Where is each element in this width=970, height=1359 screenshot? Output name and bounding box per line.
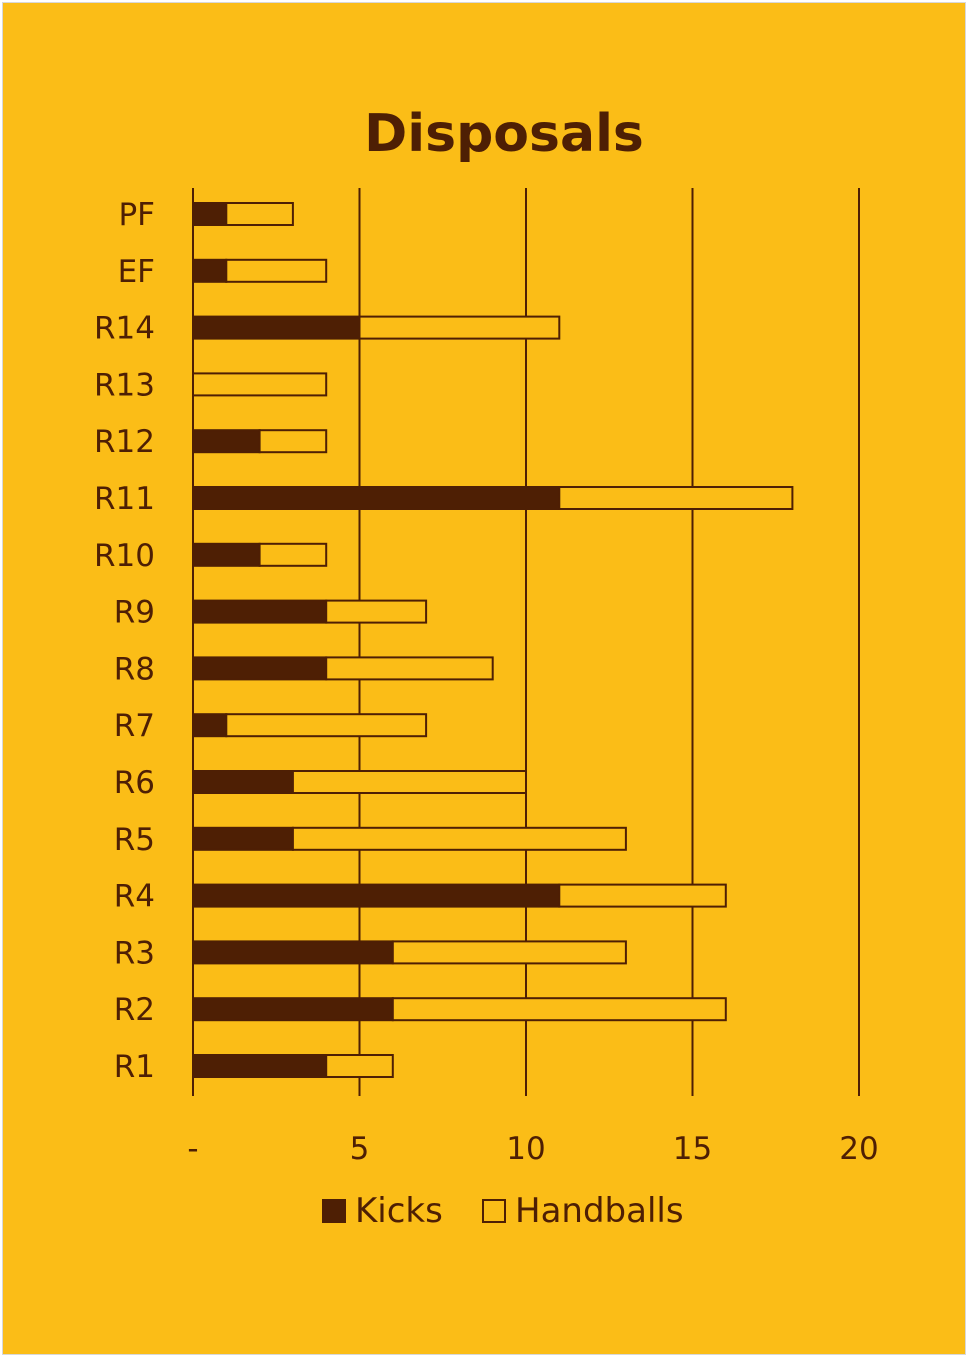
category-label-r12: R12: [94, 424, 155, 460]
legend-label-kicks: Kicks: [355, 1191, 443, 1231]
chart-title: Disposals: [364, 104, 644, 164]
bar-kicks-r9: [192, 599, 328, 624]
bar-kicks-r11: [192, 486, 561, 510]
bar-kicks-r12: [192, 429, 261, 454]
bar-kicks-r6: [192, 770, 294, 794]
bar-handballs-r8: [325, 656, 494, 681]
category-label-r5: R5: [114, 822, 155, 858]
bar-handballs-r9: [325, 599, 428, 624]
category-label-r1: R1: [114, 1049, 155, 1085]
category-label-r3: R3: [114, 935, 155, 971]
category-label-r10: R10: [94, 538, 155, 574]
category-label-r14: R14: [94, 311, 155, 347]
x-tick-label-2: 10: [506, 1131, 545, 1167]
bar-kicks-r5: [192, 826, 294, 851]
bar-handballs-r6: [291, 770, 527, 794]
category-label-r6: R6: [114, 765, 155, 801]
bar-kicks-r10: [192, 542, 261, 567]
category-labels: R1 R2 R3 R4 R5 R6 R7 R8 R9 R10 R11 R12 R13 R14 EF PF: [94, 197, 155, 1085]
bar-kicks-r7: [192, 713, 228, 738]
bar-kicks-r4: [192, 883, 561, 908]
bar-kicks-r8: [192, 656, 328, 681]
legend: Kicks Handballs: [322, 1191, 684, 1231]
category-label-r11: R11: [94, 481, 155, 517]
bar-kicks-r3: [192, 940, 394, 965]
bar-handballs-r1: [325, 1054, 394, 1078]
legend-swatch-kicks: [322, 1199, 346, 1223]
category-label-r13: R13: [94, 367, 155, 403]
bar-kicks-r1: [192, 1054, 328, 1078]
bar-handballs-r13: [192, 372, 328, 397]
category-label-pf: PF: [118, 197, 155, 233]
bar-kicks-r14: [192, 315, 361, 340]
category-label-r2: R2: [114, 992, 155, 1028]
bar-handballs-r14: [358, 315, 561, 340]
bar-kicks-ef: [192, 258, 228, 283]
bar-kicks-pf: [192, 202, 228, 226]
category-label-r8: R8: [114, 651, 155, 687]
category-label-r7: R7: [114, 708, 155, 744]
legend-swatch-handballs: [482, 1199, 506, 1223]
bar-handballs-r3: [391, 940, 627, 965]
x-tick-label-3: 15: [673, 1131, 712, 1167]
category-label-r4: R4: [114, 879, 155, 915]
x-tick-labels: - 5 10 15 20: [187, 1131, 878, 1167]
x-tick-label-4: 20: [839, 1131, 878, 1167]
x-tick-label-1: 5: [350, 1131, 370, 1167]
chart-svg: Disposals R1 R2 R3 R4 R5 R6 R7 R8 R9 R10 R11 R12 R13…: [94, 104, 879, 1231]
legend-label-handballs: Handballs: [515, 1191, 684, 1231]
bar-handballs-pf: [225, 202, 294, 226]
bar-handballs-r5: [291, 826, 627, 851]
bars: [192, 202, 794, 1078]
bar-kicks-r2: [192, 997, 394, 1022]
bar-handballs-r10: [258, 542, 328, 567]
bar-handballs-r2: [391, 997, 727, 1022]
category-label-r9: R9: [114, 595, 155, 631]
bar-handballs-r4: [558, 883, 727, 908]
bar-handballs-r11: [558, 486, 794, 510]
bar-handballs-r7: [225, 713, 428, 738]
bar-handballs-ef: [225, 258, 328, 283]
x-tick-label-0: -: [187, 1131, 198, 1167]
bar-handballs-r12: [258, 429, 328, 454]
category-label-ef: EF: [118, 254, 155, 290]
